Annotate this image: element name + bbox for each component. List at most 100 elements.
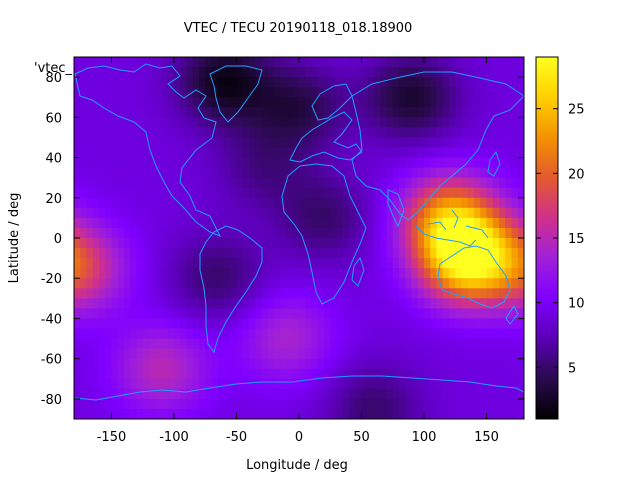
- heat-cell: [236, 217, 244, 229]
- heat-cell: [442, 308, 450, 320]
- heat-cell: [355, 338, 363, 350]
- heat-cell: [349, 298, 356, 309]
- heat-cell: [480, 67, 488, 78]
- heat-cell: [411, 97, 419, 108]
- heat-cell: [305, 368, 313, 380]
- heat-cell: [430, 318, 438, 330]
- heat-cell: [192, 57, 200, 68]
- heat-cell: [149, 288, 156, 299]
- heat-cell: [86, 288, 94, 299]
- heat-cell: [492, 57, 500, 68]
- heat-cell: [174, 408, 181, 419]
- heat-cell: [217, 207, 225, 219]
- heat-cell: [224, 157, 231, 169]
- heat-cell: [311, 258, 319, 269]
- heat-cell: [86, 248, 94, 259]
- heat-cell: [205, 238, 213, 249]
- heat-cell: [236, 388, 244, 400]
- heat-cell: [142, 398, 150, 410]
- heat-cell: [142, 368, 150, 380]
- heat-cell: [161, 97, 169, 108]
- heat-cell: [424, 147, 431, 159]
- heat-cell: [430, 408, 438, 419]
- heat-cell: [480, 368, 488, 380]
- heat-cell: [480, 318, 488, 330]
- heat-cell: [342, 167, 350, 179]
- heat-cell: [199, 388, 206, 400]
- heat-cell: [199, 97, 206, 108]
- heat-cell: [92, 258, 100, 269]
- heat-cell: [155, 408, 163, 419]
- heat-cell: [167, 97, 175, 108]
- heat-cell: [74, 187, 81, 199]
- heat-cell: [486, 338, 494, 350]
- heat-cell: [124, 137, 131, 149]
- heat-cell: [217, 77, 225, 88]
- heat-cell: [517, 177, 524, 189]
- heat-cell: [236, 157, 244, 169]
- heat-cell: [492, 288, 500, 299]
- heat-cell: [311, 358, 319, 370]
- heat-cell: [486, 328, 494, 340]
- heat-cell: [242, 127, 250, 139]
- heat-cell: [342, 187, 350, 199]
- heat-cell: [174, 207, 181, 219]
- heat-cell: [249, 258, 256, 269]
- heat-cell: [111, 238, 119, 249]
- heat-cell: [480, 308, 488, 320]
- heat-cell: [217, 288, 225, 299]
- heat-cell: [192, 388, 200, 400]
- heat-cell: [417, 388, 425, 400]
- heat-cell: [480, 268, 488, 279]
- heat-cell: [474, 137, 481, 149]
- heat-cell: [161, 127, 169, 139]
- heat-cell: [311, 318, 319, 330]
- heat-cell: [386, 278, 394, 289]
- heat-cell: [392, 97, 400, 108]
- heat-cell: [505, 207, 513, 219]
- heat-cell: [130, 227, 138, 239]
- heat-cell: [74, 238, 81, 249]
- heat-cell: [180, 97, 188, 108]
- heat-cell: [155, 398, 163, 410]
- heat-cell: [480, 388, 488, 400]
- heat-cell: [124, 268, 131, 279]
- heat-cell: [317, 318, 325, 330]
- heat-cell: [286, 288, 294, 299]
- heat-cell: [317, 388, 325, 400]
- heat-cell: [442, 177, 450, 189]
- heat-cell: [436, 137, 444, 149]
- heat-cell: [392, 328, 400, 340]
- heat-cell: [130, 157, 138, 169]
- heat-cell: [92, 117, 100, 128]
- heat-cell: [292, 117, 300, 128]
- heat-cell: [180, 358, 188, 370]
- heat-cell: [430, 238, 438, 249]
- heat-cell: [405, 408, 413, 419]
- heat-cell: [436, 57, 444, 68]
- heat-cell: [230, 67, 238, 78]
- heat-cell: [192, 308, 200, 320]
- heat-cell: [174, 177, 181, 189]
- heat-cell: [417, 157, 425, 169]
- heat-cell: [136, 77, 144, 88]
- heat-cell: [492, 398, 500, 410]
- heat-cell: [80, 238, 88, 249]
- heat-cell: [192, 378, 200, 390]
- heat-cell: [92, 298, 100, 309]
- heat-cell: [467, 278, 475, 289]
- heat-cell: [80, 217, 88, 229]
- heat-cell: [424, 187, 431, 199]
- heat-cell: [367, 298, 375, 309]
- heat-cell: [336, 288, 344, 299]
- heat-cell: [367, 67, 375, 78]
- heat-cell: [111, 408, 119, 419]
- heat-cell: [399, 127, 406, 139]
- heat-cell: [411, 298, 419, 309]
- heat-cell: [299, 298, 306, 309]
- heat-cell: [192, 338, 200, 350]
- heat-cell: [180, 408, 188, 419]
- heat-cell: [255, 207, 263, 219]
- heat-cell: [449, 248, 456, 259]
- heat-cell: [136, 358, 144, 370]
